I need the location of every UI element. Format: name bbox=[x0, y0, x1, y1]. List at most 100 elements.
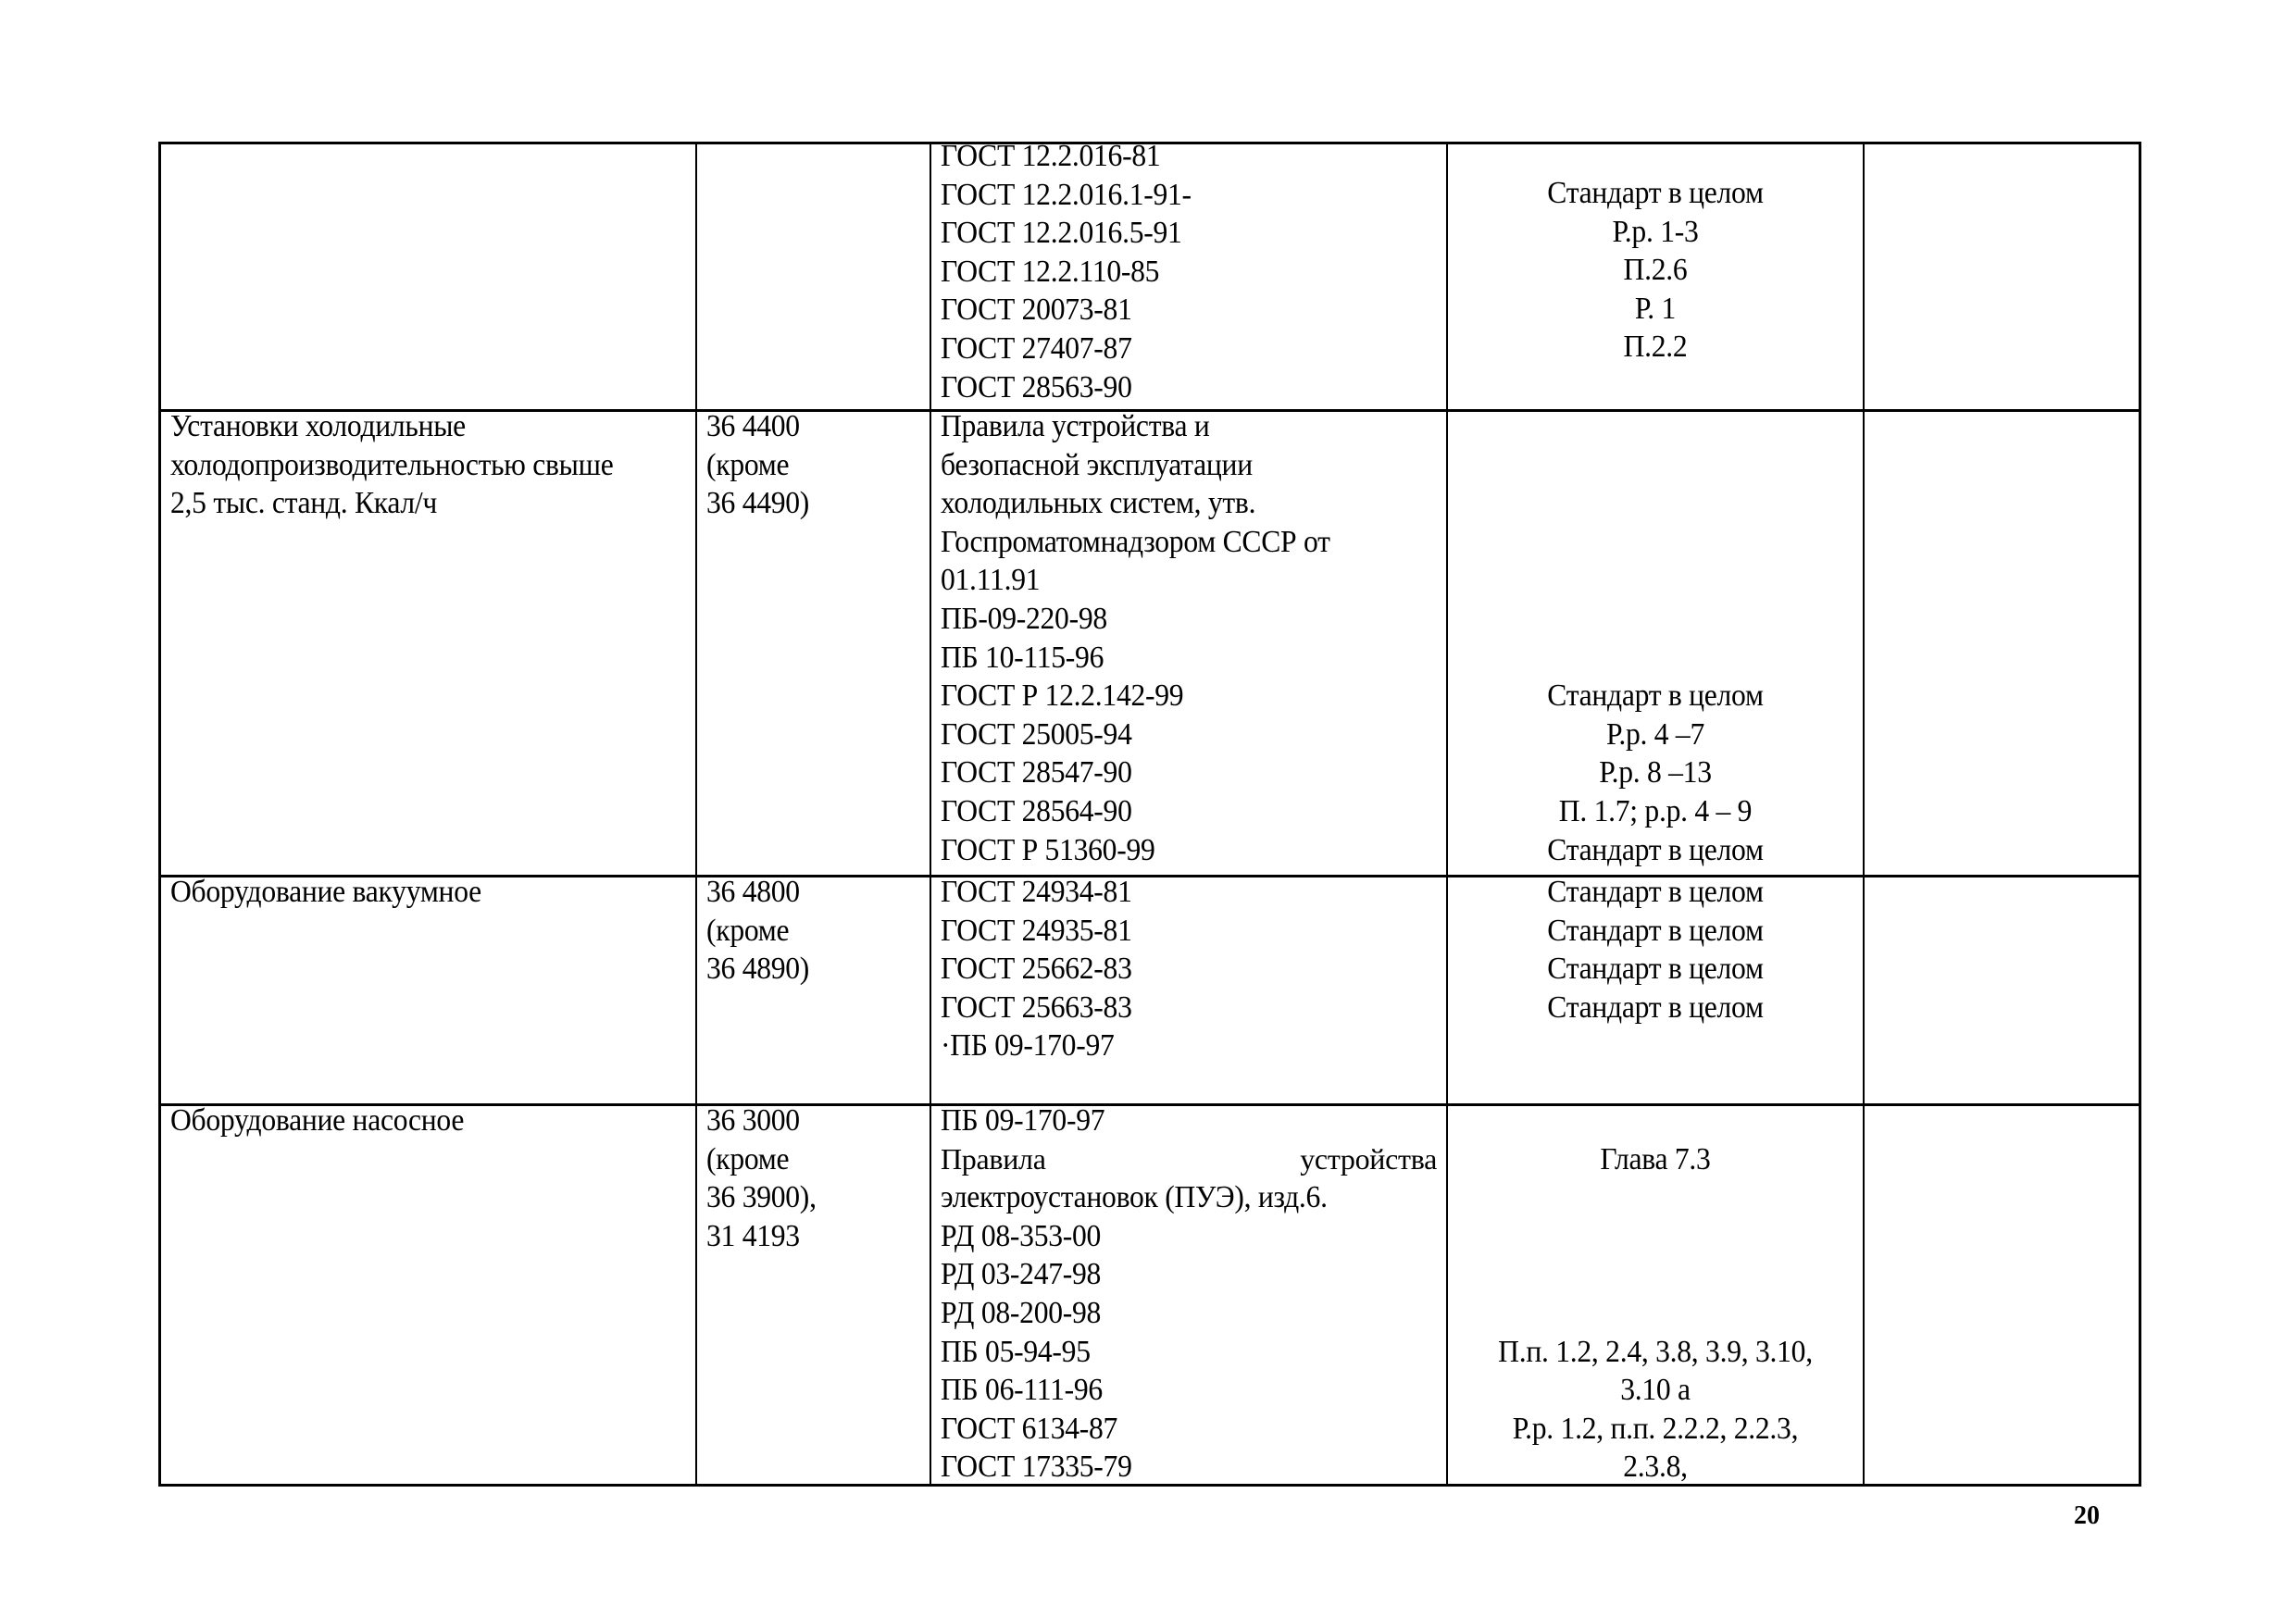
code-line: (кроме bbox=[706, 447, 790, 482]
name-line: холодопроизводительностью свыше bbox=[170, 447, 614, 482]
column-divider bbox=[1863, 142, 1865, 1487]
documents-line: РД 08-200-98 bbox=[941, 1295, 1102, 1330]
sections-line bbox=[1471, 1217, 1840, 1256]
documents-line: ПБ-09-220-98 bbox=[941, 601, 1107, 636]
sections-line bbox=[1471, 639, 1840, 678]
name-line: Установки холодильные bbox=[170, 409, 466, 443]
sections-line bbox=[1471, 407, 1840, 446]
cell-sections: Стандарт в целом Р.р. 4 –7 Р.р. 8 –13 П. 1.… bbox=[1448, 407, 1863, 869]
sections-line bbox=[1471, 600, 1840, 639]
sections-line bbox=[1471, 561, 1840, 600]
sections-line: 3.10 а bbox=[1620, 1373, 1691, 1408]
name-line: Оборудование вакуумное bbox=[170, 875, 481, 909]
sections-line: Стандарт в целом bbox=[1547, 832, 1764, 867]
sections-line: Стандарт в целом bbox=[1547, 875, 1764, 909]
name-line: 2,5 тыс. станд. Ккал/ч bbox=[170, 486, 438, 521]
cell-code: 36 4800 (кроме 36 4890) bbox=[697, 873, 930, 989]
documents-line: ГОСТ 12.2.016.1-91- bbox=[941, 177, 1192, 212]
code-line: 36 3000 bbox=[706, 1103, 800, 1138]
sections-line: Р. 1 bbox=[1634, 291, 1677, 326]
documents-line: ГОСТ Р 51360-99 bbox=[941, 832, 1155, 867]
documents-line: РД 08-353-00 bbox=[941, 1218, 1102, 1253]
sections-line: Глава 7.3 bbox=[1600, 1141, 1711, 1176]
cell-documents: ПБ 09-170-97 Правила устройства электроуст… bbox=[931, 1101, 1446, 1487]
cell-name: Установки холодильные холодопроизводитель… bbox=[161, 407, 695, 523]
cell-sections: Глава 7.3 П.п. 1.2, 2.4, 3.8, 3.9, 3.10, 3… bbox=[1448, 1101, 1863, 1487]
documents-line: Правила устройства bbox=[941, 1141, 1437, 1176]
code-line: 36 4800 bbox=[706, 875, 800, 909]
documents-line: ГОСТ 25005-94 bbox=[941, 716, 1132, 752]
cell-documents: ГОСТ 24934-81 ГОСТ 24935-81 ГОСТ 25662-83 Г… bbox=[931, 873, 1446, 1065]
sections-line: 2.3.8, bbox=[1623, 1450, 1688, 1485]
documents-line: ГОСТ 27407-87 bbox=[941, 330, 1132, 366]
sections-line bbox=[1471, 1101, 1840, 1140]
documents-line: ·ПБ 09-170-97 bbox=[941, 1028, 1115, 1064]
cell-documents: ГОСТ 12.2.016-81 ГОСТ 12.2.016.1-91- ГОСТ … bbox=[931, 137, 1446, 406]
sections-line: Р.р. 4 –7 bbox=[1606, 716, 1704, 752]
cell-name: Оборудование насосное bbox=[161, 1101, 695, 1140]
sections-line: П.п. 1.2, 2.4, 3.8, 3.9, 3.10, bbox=[1498, 1334, 1813, 1369]
column-divider bbox=[1446, 142, 1448, 1487]
cell-documents: Правила устройства и безопасной эксплуата… bbox=[931, 407, 1446, 869]
sections-line: Стандарт в целом bbox=[1547, 678, 1764, 714]
documents-line: ГОСТ 6134-87 bbox=[941, 1411, 1118, 1446]
documents-line: ПБ 09-170-97 bbox=[941, 1103, 1105, 1138]
documents-line: ГОСТ 25663-83 bbox=[941, 989, 1132, 1025]
documents-line: ПБ 06-111-96 bbox=[941, 1373, 1103, 1408]
documents-line: ГОСТ 12.2.016-81 bbox=[941, 139, 1161, 173]
documents-line: ГОСТ 24935-81 bbox=[941, 913, 1132, 948]
sections-line: Р.р. 8 –13 bbox=[1599, 755, 1712, 790]
documents-line: Правила устройства и bbox=[941, 409, 1210, 443]
cell-name: Оборудование вакуумное bbox=[161, 873, 695, 912]
documents-line: ПБ 05-94-95 bbox=[941, 1334, 1091, 1369]
documents-line: Госпроматомнадзором СССР от bbox=[941, 524, 1330, 559]
cell-code: 36 3000 (кроме 36 3900), 31 4193 bbox=[697, 1101, 930, 1255]
documents-line: ГОСТ Р 12.2.142-99 bbox=[941, 678, 1184, 714]
sections-line bbox=[1471, 1255, 1840, 1294]
sections-line: П. 1.7; р.р. 4 – 9 bbox=[1558, 793, 1753, 828]
sections-line: Стандарт в целом bbox=[1547, 989, 1764, 1025]
code-line: 36 4890) bbox=[706, 952, 810, 987]
row-divider bbox=[158, 1103, 2141, 1106]
cell-sections: Стандарт в целом Р.р. 1-3 П.2.6 Р. 1 П.2.2 bbox=[1448, 174, 1863, 367]
documents-line: ГОСТ 28563-90 bbox=[941, 369, 1132, 404]
sections-line: Стандарт в целом bbox=[1547, 176, 1764, 210]
documents-line: безопасной эксплуатации bbox=[941, 447, 1253, 482]
documents-line: электроустановок (ПУЭ), изд.6. bbox=[941, 1180, 1328, 1215]
documents-line: ГОСТ 20073-81 bbox=[941, 292, 1132, 328]
name-line: Оборудование насосное bbox=[170, 1103, 465, 1138]
documents-line: РД 03-247-98 bbox=[941, 1257, 1102, 1292]
code-line: 36 3900), bbox=[706, 1180, 817, 1215]
sections-line bbox=[1471, 446, 1840, 485]
code-line: (кроме bbox=[706, 913, 790, 948]
code-line: 31 4193 bbox=[706, 1218, 800, 1253]
sections-line: П.2.6 bbox=[1623, 253, 1688, 288]
sections-line: П.2.2 bbox=[1623, 330, 1688, 365]
sections-line: Стандарт в целом bbox=[1547, 913, 1764, 948]
documents-line: ГОСТ 12.2.016.5-91 bbox=[941, 216, 1182, 251]
documents-line: ГОСТ 12.2.110-85 bbox=[941, 254, 1160, 289]
sections-line bbox=[1471, 484, 1840, 523]
documents-line: ГОСТ 24934-81 bbox=[941, 875, 1132, 909]
cell-code: 36 4400 (кроме 36 4490) bbox=[697, 407, 930, 523]
documents-line: ГОСТ 28564-90 bbox=[941, 793, 1132, 828]
code-line: (кроме bbox=[706, 1141, 790, 1176]
sections-line bbox=[1471, 1294, 1840, 1333]
column-divider bbox=[930, 142, 931, 1487]
code-line: 36 4490) bbox=[706, 486, 810, 521]
column-divider bbox=[695, 142, 697, 1487]
documents-line: ПБ 10-115-96 bbox=[941, 640, 1104, 675]
sections-line: Р.р. 1-3 bbox=[1612, 214, 1699, 249]
sections-line: Стандарт в целом bbox=[1547, 952, 1764, 987]
page-number: 20 bbox=[2074, 1501, 2100, 1530]
row-divider bbox=[158, 409, 2141, 412]
row-divider bbox=[158, 875, 2141, 877]
sections-line bbox=[1471, 523, 1840, 562]
documents-line: холодильных систем, утв. bbox=[941, 486, 1256, 521]
documents-line: ГОСТ 25662-83 bbox=[941, 952, 1132, 987]
code-line: 36 4400 bbox=[706, 409, 800, 443]
cell-sections: Стандарт в целом Стандарт в целом Стандарт… bbox=[1448, 873, 1863, 1027]
documents-line: 01.11.91 bbox=[941, 563, 1041, 598]
sections-line bbox=[1471, 1178, 1840, 1217]
documents-line: ГОСТ 17335-79 bbox=[941, 1450, 1132, 1485]
